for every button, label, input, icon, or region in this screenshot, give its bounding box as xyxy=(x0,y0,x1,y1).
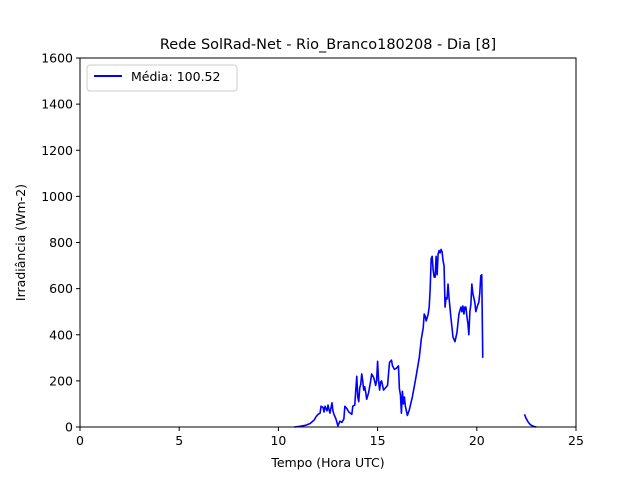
x-tick-label: 15 xyxy=(370,433,386,448)
x-axis: 0 5 10 15 20 25 xyxy=(76,427,584,448)
y-axis: 0 200 400 600 800 1000 1200 1400 1600 xyxy=(41,51,80,435)
y-tick-label: 1600 xyxy=(41,51,73,66)
x-axis-label: Tempo (Hora UTC) xyxy=(270,455,384,470)
y-tick-label: 400 xyxy=(49,327,73,342)
x-tick-label: 25 xyxy=(568,433,584,448)
y-tick-label: 600 xyxy=(49,281,73,296)
chart-title: Rede SolRad-Net - Rio_Branco180208 - Dia… xyxy=(160,37,496,53)
y-tick-label: 1200 xyxy=(41,143,73,158)
series-line xyxy=(294,248,484,428)
y-tick-label: 1400 xyxy=(41,97,73,112)
x-tick-label: 5 xyxy=(175,433,183,448)
legend: Média: 100.52 xyxy=(86,64,238,92)
x-tick-label: 0 xyxy=(76,433,84,448)
y-tick-label: 0 xyxy=(65,420,73,435)
y-tick-label: 200 xyxy=(49,373,73,388)
y-axis-label: Irradiância (Wm-2) xyxy=(13,184,28,301)
x-tick-label: 10 xyxy=(270,433,286,448)
legend-label: Média: 100.52 xyxy=(131,69,220,84)
y-tick-label: 1000 xyxy=(41,189,73,204)
y-tick-label: 800 xyxy=(49,235,73,250)
x-tick-label: 20 xyxy=(469,433,485,448)
legend-box xyxy=(86,64,238,92)
